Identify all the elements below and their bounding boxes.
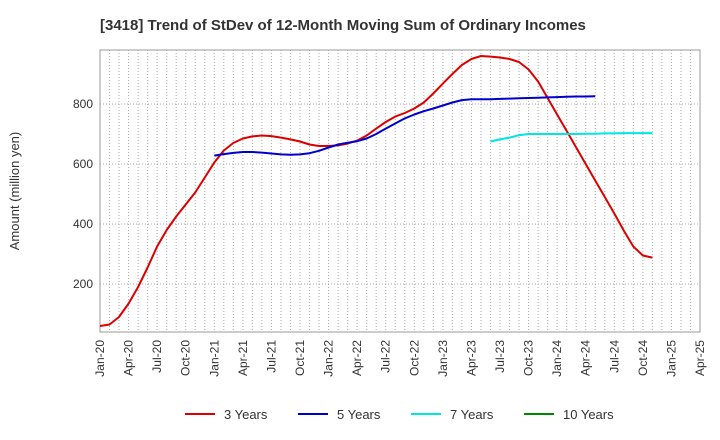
x-tick-label: Oct-23 [522, 340, 536, 376]
x-tick-label: Oct-20 [179, 340, 193, 376]
x-tick-label: Jan-21 [207, 340, 221, 377]
x-tick-label: Jul-20 [150, 340, 164, 373]
x-tick-label: Jan-22 [322, 340, 336, 377]
x-tick-label: Jan-20 [93, 340, 107, 377]
series-line-3-years [99, 55, 653, 327]
y-tick-label: 600 [73, 157, 93, 171]
x-tick-label: Apr-21 [236, 340, 250, 376]
x-tick-label: Jul-21 [264, 340, 278, 373]
x-tick-label: Oct-21 [293, 340, 307, 376]
grid [100, 50, 700, 332]
legend-label: 10 Years [563, 407, 614, 422]
y-tick-label: 400 [73, 217, 93, 231]
y-axis: 200 400 600 800 [73, 97, 93, 291]
x-tick-label: Jul-22 [379, 340, 393, 373]
x-tick-label: Jul-24 [607, 340, 621, 373]
y-tick-label: 800 [73, 97, 93, 111]
plot-area [99, 49, 701, 333]
x-tick-label: Oct-24 [636, 340, 650, 376]
x-tick-label: Jan-24 [550, 340, 564, 377]
x-tick-label: Apr-20 [122, 340, 136, 376]
series-lines [99, 55, 653, 327]
x-tick-label: Jan-25 [664, 340, 678, 377]
x-tick-label: Apr-22 [350, 340, 364, 376]
series-line-5-years [214, 95, 596, 157]
x-tick-label: Oct-22 [407, 340, 421, 376]
chart-title: [3418] Trend of StDev of 12-Month Moving… [100, 17, 586, 34]
legend-label: 7 Years [450, 407, 494, 422]
x-tick-label: Apr-23 [464, 340, 478, 376]
x-tick-label: Apr-24 [579, 340, 593, 376]
legend: 3 Years 5 Years 7 Years 10 Years [185, 407, 614, 422]
legend-label: 5 Years [337, 407, 381, 422]
x-axis: Jan-20 Apr-20 Jul-20 Oct-20 Jan-21 Apr-21 Jul-… [93, 340, 707, 377]
x-tick-label: Jul-23 [493, 340, 507, 373]
y-axis-label: Amount (million yen) [7, 132, 22, 251]
x-tick-label: Jan-23 [436, 340, 450, 377]
x-tick-label: Apr-25 [693, 340, 707, 376]
series-line-7-years [490, 132, 653, 143]
legend-label: 3 Years [224, 407, 268, 422]
y-tick-label: 200 [73, 277, 93, 291]
